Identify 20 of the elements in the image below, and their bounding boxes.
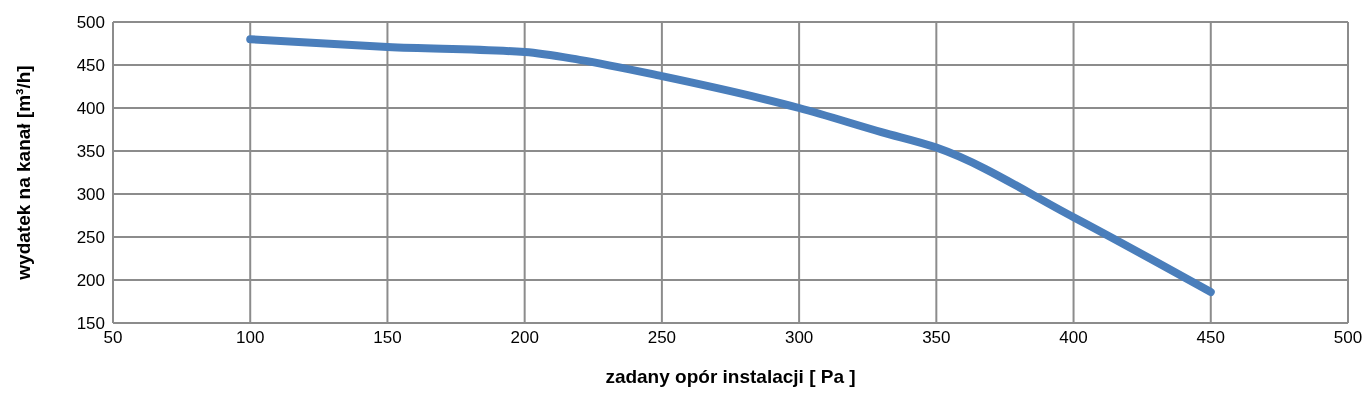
x-axis-title: zadany opór instalacji [ Pa ] <box>605 366 856 387</box>
y-tick-label: 150 <box>76 314 105 334</box>
y-axis-title: wydatek na kanał [m³/h] <box>12 65 34 281</box>
y-tick-label: 450 <box>76 56 105 76</box>
x-tick-label: 500 <box>1333 328 1363 348</box>
x-tick-label: 50 <box>103 328 123 348</box>
y-tick-label: 350 <box>76 142 105 162</box>
x-tick-label: 300 <box>784 328 814 348</box>
x-tick-label: 150 <box>373 328 402 348</box>
y-tick-label: 300 <box>76 185 105 205</box>
x-tick-label: 350 <box>922 328 951 348</box>
y-tick-label: 500 <box>76 13 105 33</box>
x-tick-label: 100 <box>236 328 265 348</box>
x-tick-label: 200 <box>510 328 539 348</box>
y-tick-label: 400 <box>76 99 105 119</box>
x-tick-label: 400 <box>1059 328 1088 348</box>
x-tick-label: 450 <box>1196 328 1225 348</box>
y-tick-label: 250 <box>76 228 105 248</box>
y-tick-label: 200 <box>76 271 105 291</box>
x-tick-label: 250 <box>647 328 677 348</box>
